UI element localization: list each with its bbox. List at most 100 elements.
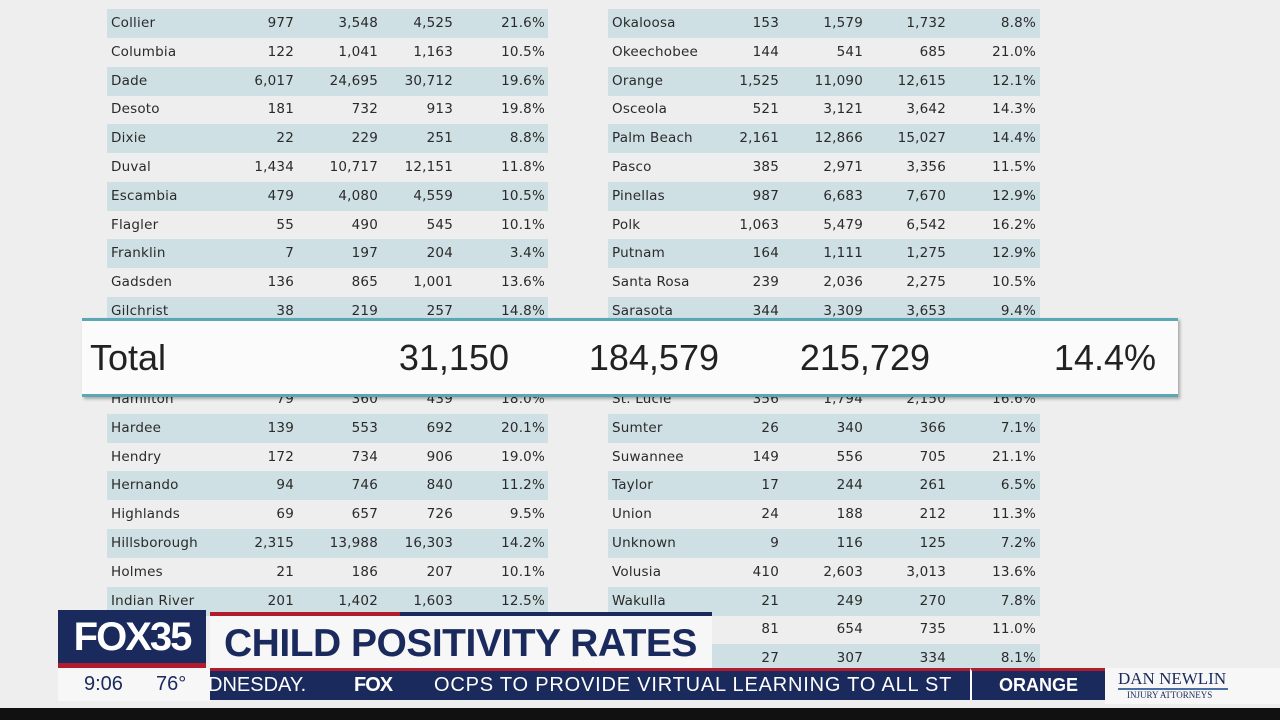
positivity-rate: 12.5% — [501, 592, 545, 609]
positivity-rate: 8.8% — [1000, 15, 1036, 31]
table-row: Unknown 9 116 125 7.2% — [608, 529, 1040, 558]
positive: 1,525 — [739, 72, 779, 89]
negative: 249 — [836, 592, 863, 609]
positive: 27 — [761, 650, 779, 667]
negative: 4,080 — [338, 187, 378, 204]
negative: 746 — [351, 477, 378, 494]
total-rate: 14.4% — [1053, 337, 1156, 378]
total-tested: 334 — [919, 650, 946, 667]
positive: 181 — [267, 101, 294, 118]
total-tested: 685 — [919, 43, 946, 60]
county-name: Volusia — [612, 563, 662, 580]
positivity-rate: 11.0% — [992, 621, 1036, 638]
positivity-rate: 10.5% — [501, 43, 545, 60]
total-tested: 366 — [919, 419, 946, 436]
positive: 987 — [752, 187, 779, 204]
negative: 10,717 — [329, 159, 378, 175]
negative: 2,603 — [823, 563, 863, 580]
county-name: Okaloosa — [612, 15, 676, 31]
positivity-rate: 19.8% — [501, 101, 545, 118]
negative: 197 — [351, 245, 378, 262]
negative: 553 — [351, 419, 378, 436]
negative: 1,579 — [823, 15, 863, 31]
negative: 244 — [836, 477, 863, 494]
table-row: Sumter 26 340 366 7.1% — [608, 413, 1040, 443]
positivity-rate: 14.8% — [501, 303, 545, 319]
positive: 201 — [267, 592, 294, 609]
table-row: Pasco 385 2,971 3,356 11.5% — [608, 153, 1040, 182]
negative: 1,041 — [338, 43, 378, 60]
news-ticker: DNESDAY. FOX OCPS TO PROVIDE VIRTUAL LEA… — [210, 668, 970, 700]
county-name: Palm Beach — [612, 130, 693, 147]
positivity-rate: 7.1% — [1000, 419, 1036, 436]
positivity-rate: 19.0% — [501, 448, 545, 465]
negative: 6,683 — [823, 187, 863, 204]
positivity-rate: 11.3% — [992, 506, 1036, 523]
sponsor-name: DAN NEWLIN — [1118, 669, 1229, 690]
county-name: Suwannee — [612, 448, 684, 465]
county-name: Sumter — [612, 419, 663, 436]
county-name: Wakulla — [612, 592, 666, 609]
negative: 12,866 — [814, 130, 863, 147]
positive: 479 — [267, 187, 294, 204]
positive: 55 — [276, 216, 294, 233]
positivity-rate: 11.5% — [992, 159, 1036, 175]
table-row: Flagler 55 490 545 10.1% — [107, 211, 548, 240]
positive: 164 — [752, 245, 779, 262]
total-label: Total — [90, 337, 167, 378]
negative: 188 — [836, 506, 863, 523]
county-name: Pinellas — [612, 187, 665, 204]
total-tested: 1,732 — [906, 15, 946, 31]
table-row: Volusia 410 2,603 3,013 13.6% — [608, 558, 1040, 587]
total-tested: 4,559 — [413, 187, 453, 204]
table-row: Dade 6,017 24,695 30,712 19.6% — [107, 66, 548, 96]
total-tested: 6,542 — [906, 216, 946, 233]
total-tested: 251 — [426, 130, 453, 147]
positivity-rate: 11.2% — [501, 477, 545, 494]
total-tested: 4,525 — [413, 15, 453, 31]
ticker-text: OCPS TO PROVIDE VIRTUAL LEARNING TO ALL … — [434, 674, 953, 696]
table-row: Wakulla 21 249 270 7.8% — [608, 586, 1040, 616]
negative: 219 — [351, 303, 378, 319]
station-logo: FOX35 — [58, 610, 206, 668]
total-tested: 261 — [919, 477, 946, 494]
county-name: Duval — [111, 159, 151, 175]
total-row: Total 31,150 184,579 215,729 14.4% — [82, 318, 1178, 397]
positive: 1,063 — [739, 216, 779, 233]
total-tested: 913 — [426, 101, 453, 118]
table-row: Okeechobee 144 541 685 21.0% — [608, 38, 1040, 67]
table-row: Suwannee 149 556 705 21.1% — [608, 443, 1040, 472]
positive: 6,017 — [254, 72, 294, 89]
county-name: Collier — [111, 15, 156, 31]
negative: 3,548 — [338, 15, 378, 31]
table-row: Escambia 479 4,080 4,559 10.5% — [107, 181, 548, 211]
positivity-rate: 11.8% — [501, 159, 545, 175]
table-row: Putnam 164 1,111 1,275 12.9% — [608, 239, 1040, 269]
positive: 153 — [752, 15, 779, 31]
positive: 139 — [267, 419, 294, 436]
positivity-rate: 10.5% — [501, 187, 545, 204]
county-name: Putnam — [612, 245, 665, 262]
table-row: Pinellas 987 6,683 7,670 12.9% — [608, 181, 1040, 211]
negative: 13,988 — [329, 535, 378, 551]
positivity-rate: 13.6% — [992, 563, 1036, 580]
total-tested: 12,615 — [897, 72, 946, 89]
positive: 26 — [761, 419, 779, 436]
county-name: Dade — [111, 72, 148, 89]
total-tested: 270 — [919, 592, 946, 609]
table-row: Taylor 17 244 261 6.5% — [608, 471, 1040, 501]
total-tested: 212 — [919, 506, 946, 523]
negative: 1,111 — [823, 245, 863, 262]
county-name: Dixie — [111, 130, 147, 147]
table-row: Okaloosa 153 1,579 1,732 8.8% — [608, 9, 1040, 38]
positive: 239 — [752, 274, 779, 291]
negative: 2,036 — [823, 274, 863, 291]
table-row: Collier 977 3,548 4,525 21.6% — [107, 9, 548, 38]
negative: 3,309 — [823, 303, 863, 319]
total-tested: 215,729 — [799, 337, 930, 378]
total-tested: 3,653 — [906, 303, 946, 319]
positive: 9 — [770, 535, 779, 551]
table-row: Hillsborough 2,315 13,988 16,303 14.2% — [107, 529, 548, 558]
county-name: Indian River — [111, 592, 195, 609]
county-name: Sarasota — [612, 303, 674, 319]
